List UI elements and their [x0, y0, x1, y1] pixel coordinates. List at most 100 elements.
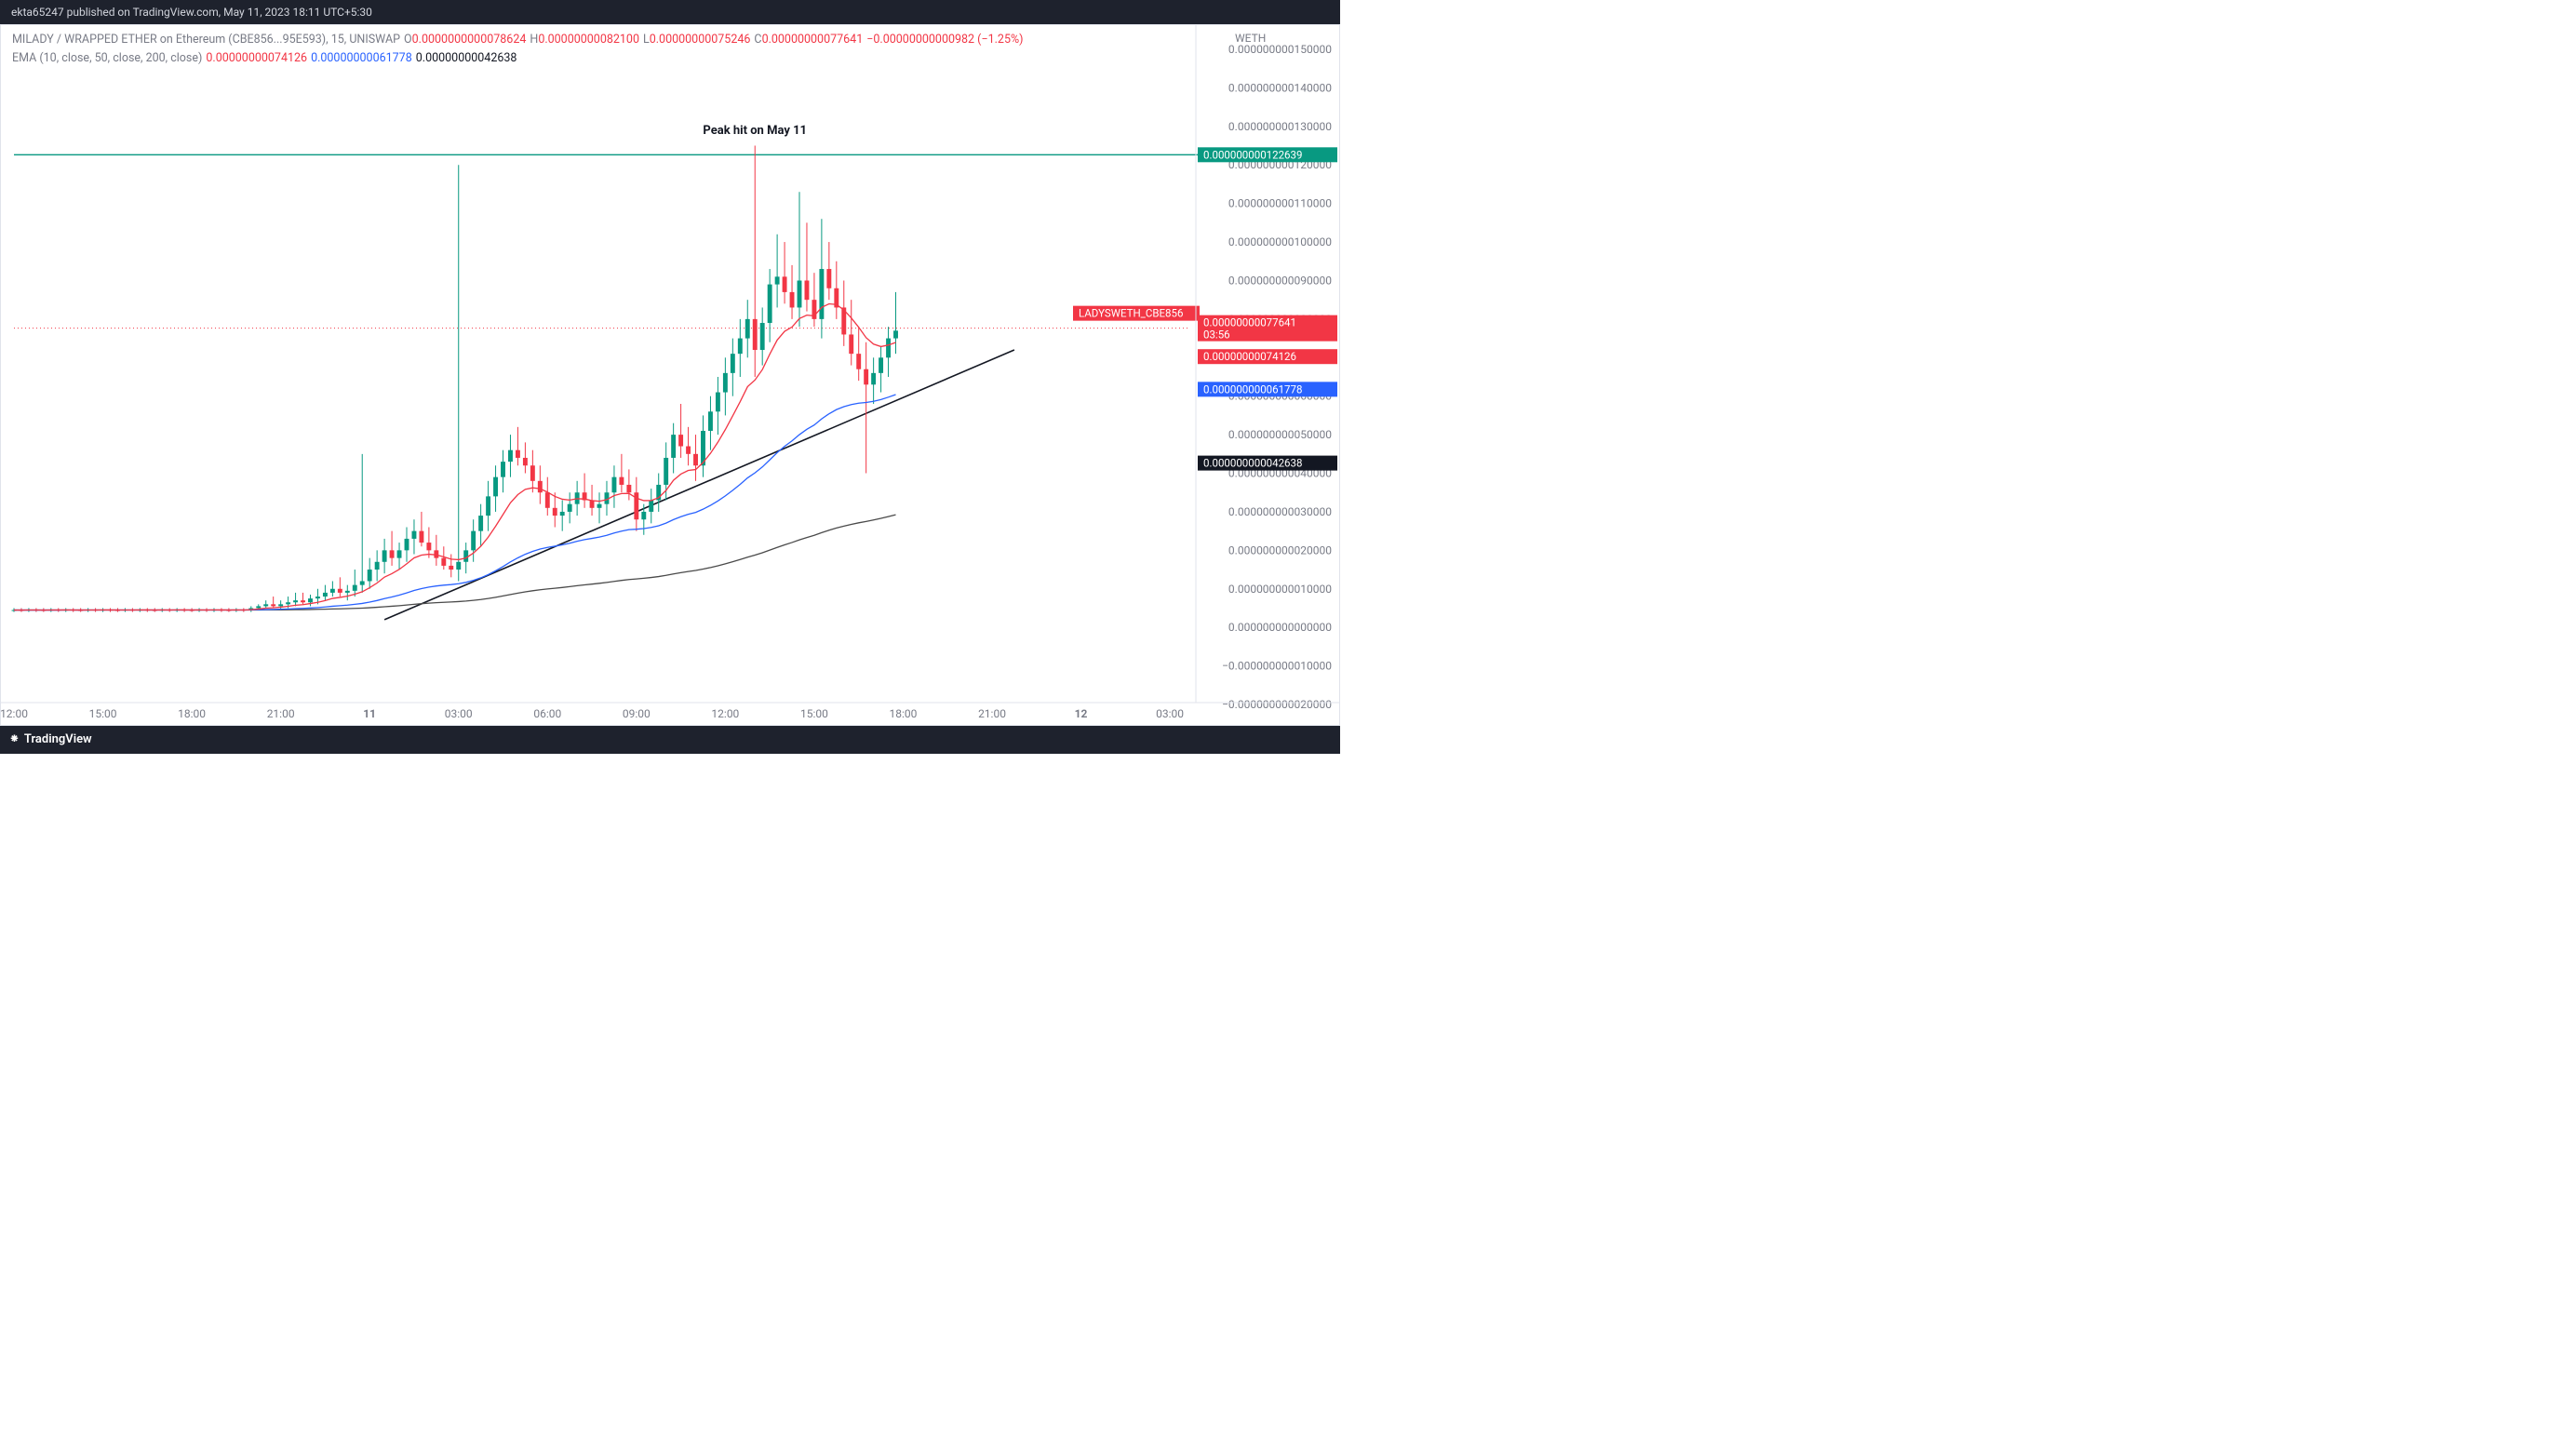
candle-body [619, 477, 624, 485]
trend-line[interactable] [384, 350, 1014, 620]
y-axis-label: −0.000000000020000 [1222, 698, 1332, 711]
candle-body [338, 589, 342, 593]
x-axis-label: 03:00 [445, 707, 473, 720]
candle-body [760, 323, 765, 350]
y-axis-label: 0.000000000130000 [1228, 120, 1332, 133]
candle-body [641, 512, 646, 519]
candle-body [678, 435, 683, 446]
candle-body [286, 602, 290, 604]
candle-body [368, 570, 372, 581]
candle-body [463, 550, 468, 561]
chart-container: MILADY / WRAPPED ETHER on Ethereum (CBE8… [0, 24, 1340, 726]
candle-body [530, 465, 535, 481]
y-axis-label: 0.000000000030000 [1228, 505, 1332, 518]
candle-body [849, 334, 853, 354]
x-axis-label: 06:00 [533, 707, 561, 720]
y-axis-label: 0.000000000110000 [1228, 197, 1332, 210]
candle-body [738, 339, 743, 355]
candle-body [375, 562, 380, 570]
price-tag-sub: 03:56 [1203, 328, 1230, 342]
x-axis-label: 15:00 [800, 707, 828, 720]
price-tag-text: 0.00000000074126 [1203, 350, 1296, 363]
price-tag-text: 0.000000000061778 [1203, 382, 1302, 396]
candle-body [886, 339, 891, 358]
price-tag-text: LADYSWETH_CBE856 [1079, 307, 1183, 320]
candle-body [745, 319, 750, 339]
candle-body [723, 373, 728, 393]
candle-body [708, 411, 713, 431]
candle-body [486, 496, 490, 516]
candle-body [864, 369, 868, 385]
candle-body [716, 393, 720, 412]
y-axis-label: 0.000000000020000 [1228, 543, 1332, 556]
candle-body [293, 600, 298, 602]
candle-body [308, 598, 313, 602]
candle-body [323, 593, 328, 597]
candle-body [263, 604, 268, 606]
candle-body [798, 280, 802, 307]
y-axis-label: 0.000000000050000 [1228, 428, 1332, 441]
annotation-text: Peak hit on May 11 [703, 124, 807, 138]
candle-body [626, 485, 631, 492]
x-axis-label: 15:00 [89, 707, 117, 720]
candle-body [478, 516, 483, 531]
publish-bar: ekta65247 published on TradingView.com, … [0, 0, 1340, 24]
x-axis-label: 09:00 [623, 707, 651, 720]
candle-body [731, 354, 735, 373]
candle-body [419, 531, 423, 543]
candle-body [768, 285, 772, 323]
x-axis-label: 12:00 [711, 707, 739, 720]
price-tag-text: 0.00000000077641 [1203, 316, 1296, 329]
tradingview-logo-icon: ⁕ [9, 726, 19, 754]
candle-body [493, 477, 498, 497]
candle-body [783, 276, 787, 292]
x-axis-label: 11 [363, 707, 376, 720]
candle-body [819, 269, 824, 319]
ema200-line [14, 515, 896, 610]
candle-body [412, 531, 417, 539]
ema50-line [14, 395, 896, 610]
y-axis-label: 0.000000000100000 [1228, 235, 1332, 248]
candle-body [590, 501, 595, 508]
x-axis-label: 18:00 [890, 707, 918, 720]
candle-body [301, 600, 305, 602]
candle-body [649, 501, 653, 512]
candle-body [516, 450, 520, 458]
x-axis-label: 12 [1075, 707, 1088, 720]
candle-body [501, 462, 505, 477]
footer-bar: ⁕ TradingView [0, 726, 1340, 754]
x-axis-label: 18:00 [178, 707, 206, 720]
candle-body [568, 504, 572, 512]
candle-body [664, 458, 668, 485]
candle-body [693, 454, 698, 465]
candle-body [405, 539, 409, 550]
candle-body [360, 581, 365, 584]
candle-body [456, 562, 461, 570]
chart-svg[interactable]: WETH0.0000000001500000.0000000001400000.… [1, 25, 1339, 725]
candle-body [523, 458, 528, 465]
candle-body [775, 276, 780, 284]
candle-body [553, 508, 557, 516]
candle-body [826, 269, 831, 288]
candle-body [893, 330, 898, 338]
candle-body [256, 606, 261, 608]
candle-body [397, 550, 402, 557]
candle-body [278, 604, 283, 606]
candle-body [471, 531, 476, 551]
candle-body [353, 585, 357, 591]
candle-body [382, 550, 387, 561]
y-axis-label: 0.000000000010000 [1228, 583, 1332, 596]
candle-body [560, 512, 565, 516]
candle-body [790, 292, 795, 308]
x-axis-label: 03:00 [1156, 707, 1184, 720]
x-axis-label: 21:00 [978, 707, 1006, 720]
candle-body [671, 435, 676, 458]
candle-body [856, 354, 861, 369]
footer-brand: TradingView [24, 726, 92, 754]
price-tag-text: 0.000000000042638 [1203, 457, 1302, 470]
y-axis-label: 0.000000000150000 [1228, 43, 1332, 56]
x-axis-label: 12:00 [1, 707, 28, 720]
publish-text: ekta65247 published on TradingView.com, … [11, 6, 372, 19]
y-axis-label: 0.000000000140000 [1228, 81, 1332, 94]
candle-body [538, 481, 543, 492]
